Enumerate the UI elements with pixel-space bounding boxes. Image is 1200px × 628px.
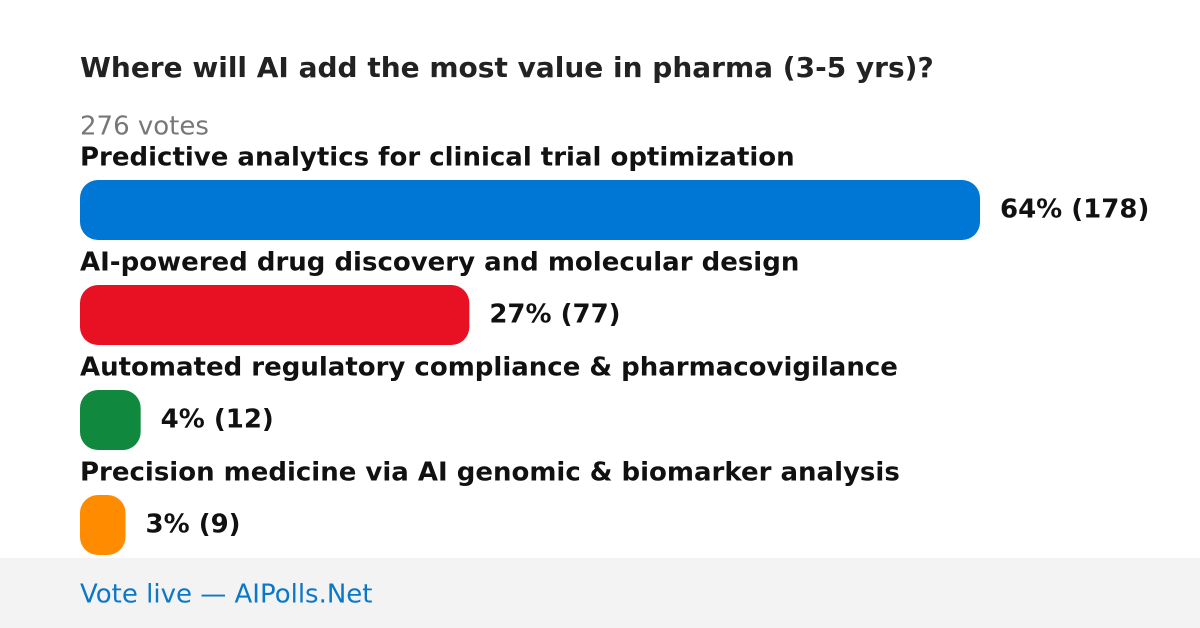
bar (80, 285, 470, 345)
footer-band (0, 558, 1200, 628)
option-label: Automated regulatory compliance & pharma… (80, 353, 898, 383)
option-label: Predictive analytics for clinical trial … (80, 143, 795, 173)
value-label: 3% (9) (146, 510, 241, 540)
bar (80, 180, 980, 240)
option-label: AI-powered drug discovery and molecular … (80, 248, 799, 278)
option-label: Precision medicine via AI genomic & biom… (80, 458, 900, 488)
vote-count: 276 votes (80, 112, 209, 142)
bar (80, 495, 126, 555)
value-label: 27% (77) (489, 300, 620, 330)
footer-link[interactable]: Vote live — AIPolls.Net (80, 580, 373, 610)
poll-title: Where will AI add the most value in phar… (80, 51, 934, 84)
value-label: 64% (178) (1000, 195, 1149, 225)
bar (80, 390, 141, 450)
value-label: 4% (12) (161, 405, 274, 435)
